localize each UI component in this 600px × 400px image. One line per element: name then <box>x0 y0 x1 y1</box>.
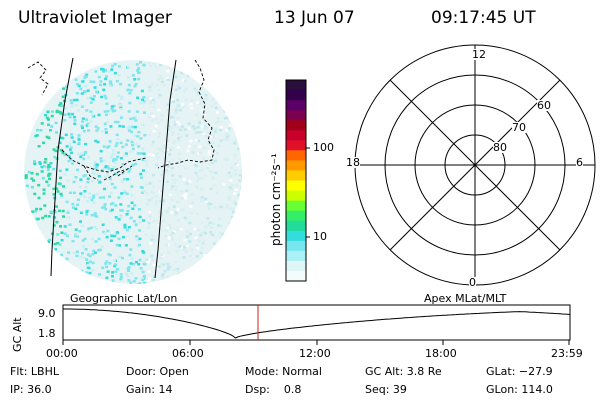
colorbar-cell <box>286 170 306 181</box>
colorbar-cell <box>286 190 306 202</box>
coastline-outline <box>27 59 215 181</box>
colorbar-cell <box>286 180 306 192</box>
colorbar-cell <box>286 80 306 91</box>
orbit-title-apex: Apex MLat/MLT <box>424 292 507 305</box>
orbit-plot-frame <box>62 304 571 341</box>
auroral-emission-pixels <box>24 61 242 284</box>
meridian-lines <box>50 57 177 279</box>
door-info: Door: Open <box>126 365 189 378</box>
filter-info: Flt: LBHL <box>10 365 59 378</box>
colorbar-cell <box>286 210 306 222</box>
colorbar-cell <box>286 110 306 121</box>
orbit-x-label-0600: 06:00 <box>172 347 204 360</box>
ip-info: IP: 36.0 <box>10 383 52 396</box>
mlt-label-18: 18 <box>346 156 360 169</box>
orbit-y-tick-high: 9.0 <box>38 307 56 320</box>
colorbar-tick-label-10: 10 <box>313 230 327 243</box>
dsp-info: Dsp: 0.8 <box>245 383 302 396</box>
colorbar-cell <box>286 150 306 161</box>
colorbar-tick-label-100: 100 <box>313 141 334 154</box>
colorbar-cell <box>286 140 306 151</box>
colorbar-gradient <box>286 80 306 282</box>
gc-alt-info: GC Alt: 3.8 Re <box>365 365 442 378</box>
mlt-label-6: 6 <box>576 156 583 169</box>
glat-info: GLat: −27.9 <box>486 365 553 378</box>
colorbar-cell <box>286 230 306 242</box>
colorbar-cell <box>286 120 306 131</box>
mlat-label-70: 70 <box>512 121 526 134</box>
colorbar-cell <box>286 90 306 101</box>
orbit-y-tick-low: 1.8 <box>38 327 56 340</box>
colorbar-cell <box>286 100 306 111</box>
orbit-altitude-curve <box>63 308 571 339</box>
orbit-x-label-0000: 00:00 <box>46 347 78 360</box>
mlt-label-0: 0 <box>469 276 476 289</box>
mlat-label-80: 80 <box>493 141 507 154</box>
mode-info: Mode: Normal <box>245 365 322 378</box>
mlt-label-12: 12 <box>472 48 486 61</box>
date-label: 13 Jun 07 <box>274 8 355 28</box>
colorbar-cell <box>286 250 306 262</box>
colorbar-cell <box>286 160 306 171</box>
colorbar-cell <box>286 220 306 232</box>
orbit-x-label-1200: 12:00 <box>299 347 331 360</box>
image-disc <box>24 60 242 284</box>
colorbar-cell <box>286 130 306 141</box>
orbit-x-label-2359: 23:59 <box>551 347 583 360</box>
time-label: 09:17:45 UT <box>431 8 536 28</box>
colorbar-cell <box>286 260 306 272</box>
colorbar-cell <box>286 200 306 212</box>
seq-info: Seq: 39 <box>365 383 407 396</box>
colorbar-cell <box>286 240 306 252</box>
orbit-x-label-1800: 18:00 <box>425 347 457 360</box>
gain-info: Gain: 14 <box>126 383 173 396</box>
colorbar-frame <box>285 79 307 282</box>
mlat-label-60: 60 <box>537 99 551 112</box>
instrument-title: Ultraviolet Imager <box>18 8 172 28</box>
polar-diagonal-2 <box>389 79 561 251</box>
orbit-title-geographic: Geographic Lat/Lon <box>70 292 178 305</box>
glon-info: GLon: 114.0 <box>486 383 553 396</box>
colorbar-cell <box>286 270 306 282</box>
